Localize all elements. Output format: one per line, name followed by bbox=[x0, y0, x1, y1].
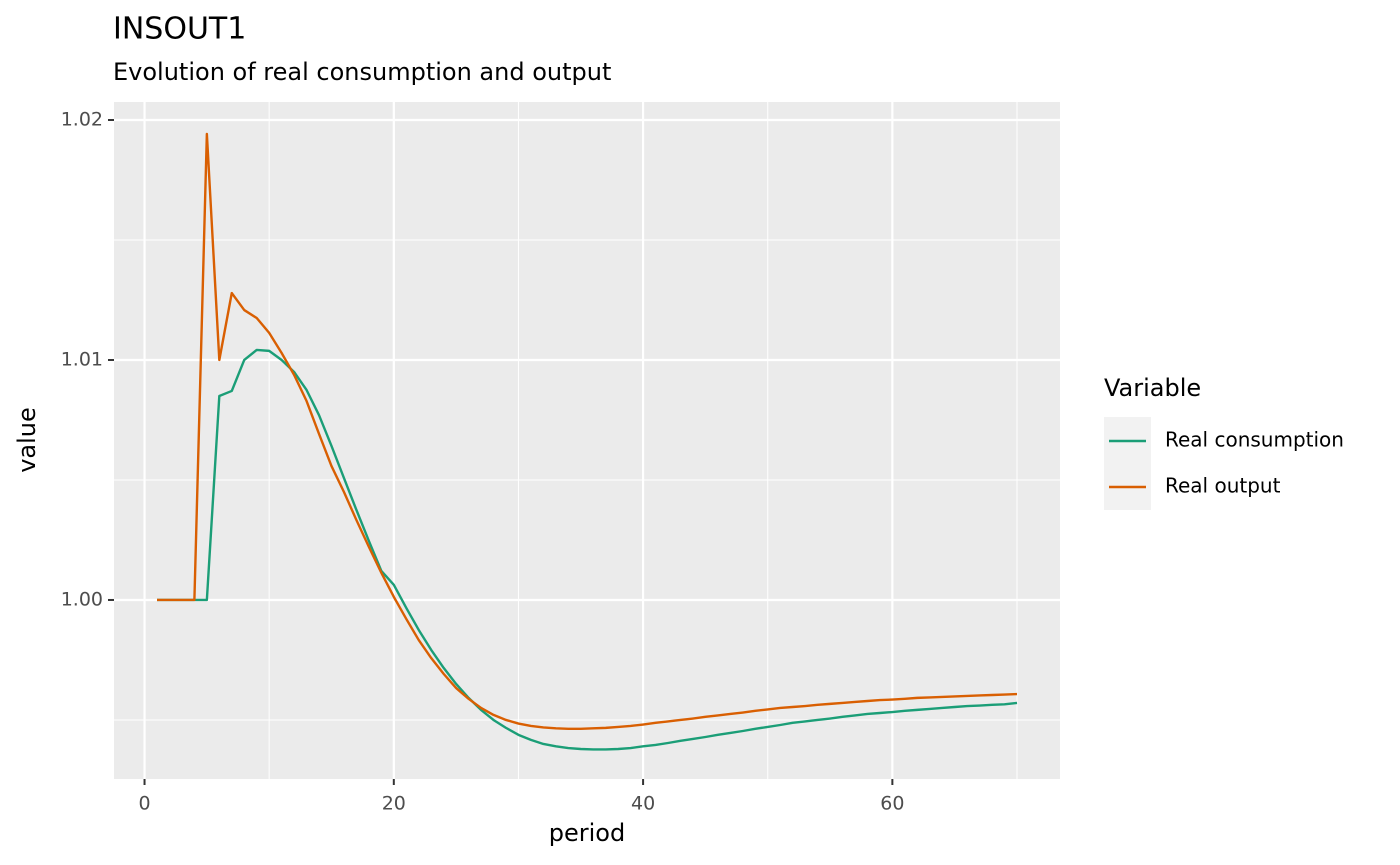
chart-subtitle: Evolution of real consumption and output bbox=[113, 58, 611, 86]
x-tick-label: 40 bbox=[631, 793, 655, 815]
legend-key-bg bbox=[1104, 417, 1151, 510]
x-tick-label: 60 bbox=[880, 793, 904, 815]
y-tick-label: 1.00 bbox=[61, 588, 103, 610]
legend-label: Real consumption bbox=[1165, 428, 1344, 452]
series-line bbox=[157, 348, 1018, 751]
x-tick-label: 20 bbox=[382, 793, 406, 815]
y-axis-title: value bbox=[13, 407, 41, 473]
series-line bbox=[157, 132, 1018, 731]
legend-title: Variable bbox=[1104, 374, 1201, 402]
legend-label: Real output bbox=[1165, 474, 1281, 498]
y-tick-label: 1.02 bbox=[61, 108, 103, 130]
chart-title: INSOUT1 bbox=[113, 12, 246, 47]
plot-panel bbox=[114, 102, 1060, 779]
y-tick-label: 1.01 bbox=[61, 348, 103, 370]
x-tick-label: 0 bbox=[138, 793, 150, 815]
x-axis-title: period bbox=[549, 819, 625, 847]
